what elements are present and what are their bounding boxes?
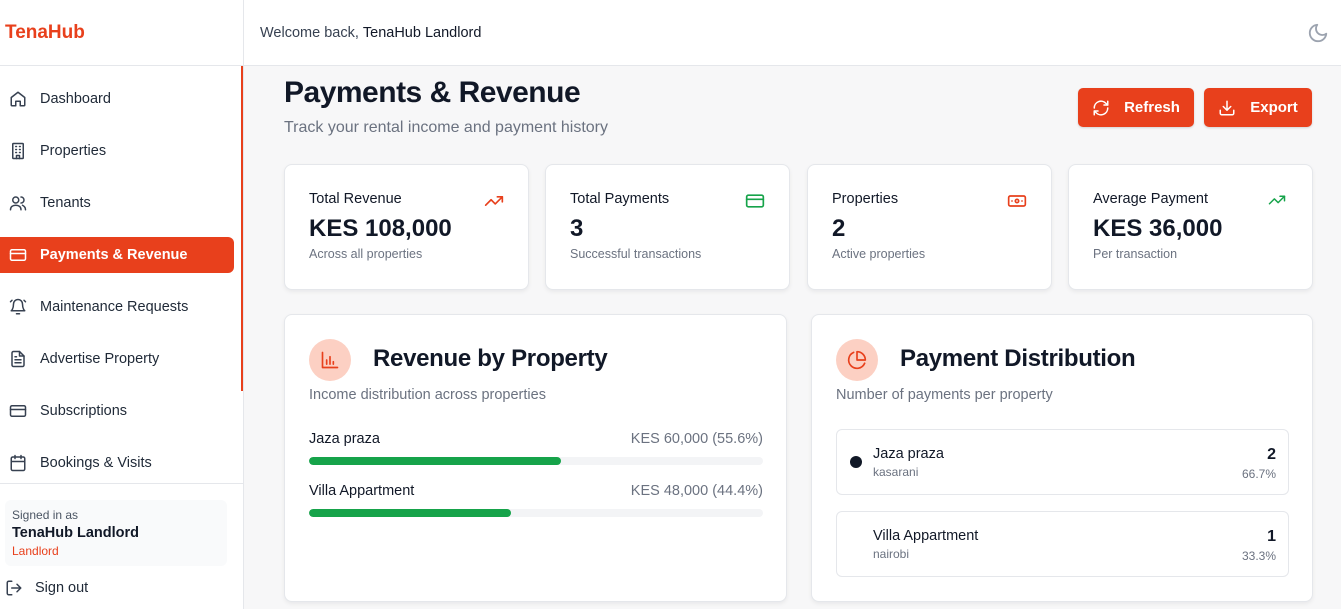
export-button[interactable]: Export (1204, 88, 1312, 127)
stat-label: Average Payment (1093, 191, 1208, 207)
refresh-label: Refresh (1124, 99, 1180, 116)
distribution-dot (850, 456, 862, 468)
sidebar-item-label: Maintenance Requests (40, 299, 189, 315)
credit-card-icon (745, 191, 765, 211)
stat-card-total-payments: Total Payments 3 Successful transactions (545, 164, 790, 290)
stat-label: Properties (832, 191, 899, 207)
export-label: Export (1250, 99, 1298, 116)
sidebar-item-label: Bookings & Visits (40, 455, 152, 471)
building-icon (8, 141, 28, 161)
pie-chart-icon (836, 339, 878, 381)
refresh-icon (1092, 99, 1110, 117)
welcome-message: Welcome back, TenaHub Landlord (260, 25, 481, 41)
revenue-row: Villa Appartment KES 48,000 (44.4%) (309, 483, 763, 517)
download-icon (1218, 99, 1236, 117)
sidebar-item-properties[interactable]: Properties (0, 133, 234, 169)
revenue-property-name: Villa Appartment (309, 483, 415, 499)
refresh-button[interactable]: Refresh (1078, 88, 1194, 127)
revenue-progress-fill (309, 457, 562, 465)
sidebar-item-label: Advertise Property (40, 351, 160, 367)
page-title: Payments & Revenue (284, 76, 581, 109)
revenue-amount: KES 48,000 (44.4%) (630, 483, 763, 499)
distribution-property-name: Villa Appartment (873, 528, 979, 544)
revenue-progress-track (309, 457, 763, 465)
sidebar-item-tenants[interactable]: Tenants (0, 185, 234, 221)
stat-subtext: Across all properties (309, 247, 423, 261)
sidebar-nav: Dashboard Properties Tenants Payments & … (0, 66, 243, 391)
sidebar-item-label: Payments & Revenue (40, 247, 188, 263)
top-header: Welcome back, TenaHub Landlord (244, 0, 1341, 66)
signed-in-card: Signed in as TenaHub Landlord Landlord (5, 500, 227, 566)
distribution-count: 1 (1267, 528, 1276, 545)
bar-chart-icon (309, 339, 351, 381)
sign-out-label: Sign out (35, 580, 89, 596)
sign-out-button[interactable]: Sign out (5, 578, 88, 598)
sidebar-divider (0, 483, 243, 484)
sidebar-item-advertise-property[interactable]: Advertise Property (0, 341, 234, 377)
stat-value: 3 (570, 215, 584, 242)
sidebar-item-maintenance-requests[interactable]: Maintenance Requests (0, 289, 234, 325)
page-subtitle: Track your rental income and payment his… (284, 119, 608, 136)
signed-in-name: TenaHub Landlord (12, 525, 140, 541)
stat-value: KES 108,000 (309, 215, 452, 242)
distribution-location: nairobi (873, 547, 910, 561)
sidebar: TenaHub Dashboard Properties Tenants Pay… (0, 0, 244, 609)
distribution-location: kasarani (873, 465, 919, 479)
credit-card-icon (8, 245, 28, 265)
moon-icon (1308, 23, 1328, 43)
calendar-icon (8, 453, 28, 473)
stat-subtext: Active properties (832, 247, 926, 261)
stat-value: 2 (832, 215, 846, 242)
stat-value: KES 36,000 (1093, 215, 1223, 242)
panel-description: Number of payments per property (836, 387, 1053, 403)
distribution-item: Jaza praza kasarani 2 66.7% (836, 429, 1289, 495)
revenue-progress-fill (309, 509, 511, 517)
revenue-by-property-panel: Revenue by Property Income distribution … (284, 314, 787, 602)
sidebar-item-label: Dashboard (40, 91, 111, 107)
welcome-user-name: TenaHub Landlord (362, 24, 482, 41)
panel-title: Revenue by Property (373, 345, 608, 372)
trending-up-icon (1268, 191, 1288, 211)
signed-in-role: Landlord (12, 544, 59, 558)
banknote-icon (1007, 191, 1027, 211)
revenue-property-name: Jaza praza (309, 431, 380, 447)
bell-icon (8, 297, 28, 317)
stat-label: Total Revenue (309, 191, 402, 207)
stat-card-properties: Properties 2 Active properties (807, 164, 1052, 290)
panel-description: Income distribution across properties (309, 387, 546, 403)
welcome-prefix: Welcome back, (260, 24, 359, 41)
distribution-percent: 33.3% (1241, 549, 1276, 563)
sidebar-item-subscriptions[interactable]: Subscriptions (0, 393, 234, 429)
distribution-count: 2 (1267, 446, 1276, 463)
sidebar-item-dashboard[interactable]: Dashboard (0, 81, 234, 117)
sidebar-item-label: Subscriptions (40, 403, 128, 419)
revenue-progress-track (309, 509, 763, 517)
revenue-row: Jaza praza KES 60,000 (55.6%) (309, 431, 763, 465)
trending-up-icon (484, 191, 504, 211)
sidebar-item-label: Properties (40, 143, 107, 159)
dark-mode-toggle[interactable] (1307, 22, 1329, 44)
payment-distribution-panel: Payment Distribution Number of payments … (811, 314, 1313, 602)
logout-icon (5, 578, 25, 598)
stat-subtext: Successful transactions (570, 247, 702, 261)
users-icon (8, 193, 28, 213)
distribution-property-name: Jaza praza (873, 446, 944, 462)
sidebar-item-payments-revenue[interactable]: Payments & Revenue (0, 237, 234, 273)
stat-subtext: Per transaction (1093, 247, 1178, 261)
stat-card-total-revenue: Total Revenue KES 108,000 Across all pro… (284, 164, 529, 290)
stat-card-average-payment: Average Payment KES 36,000 Per transacti… (1068, 164, 1313, 290)
document-icon (8, 349, 28, 369)
sidebar-item-bookings-visits[interactable]: Bookings & Visits (0, 445, 234, 481)
sidebar-item-label: Tenants (40, 195, 91, 211)
brand-logo[interactable]: TenaHub (0, 0, 243, 66)
home-icon (8, 89, 28, 109)
distribution-item: Villa Appartment nairobi 1 33.3% (836, 511, 1289, 577)
revenue-amount: KES 60,000 (55.6%) (630, 431, 763, 447)
stat-label: Total Payments (570, 191, 670, 207)
credit-card-icon (8, 401, 28, 421)
panel-title: Payment Distribution (900, 345, 1136, 372)
distribution-percent: 66.7% (1241, 467, 1276, 481)
signed-in-label: Signed in as (12, 508, 79, 522)
